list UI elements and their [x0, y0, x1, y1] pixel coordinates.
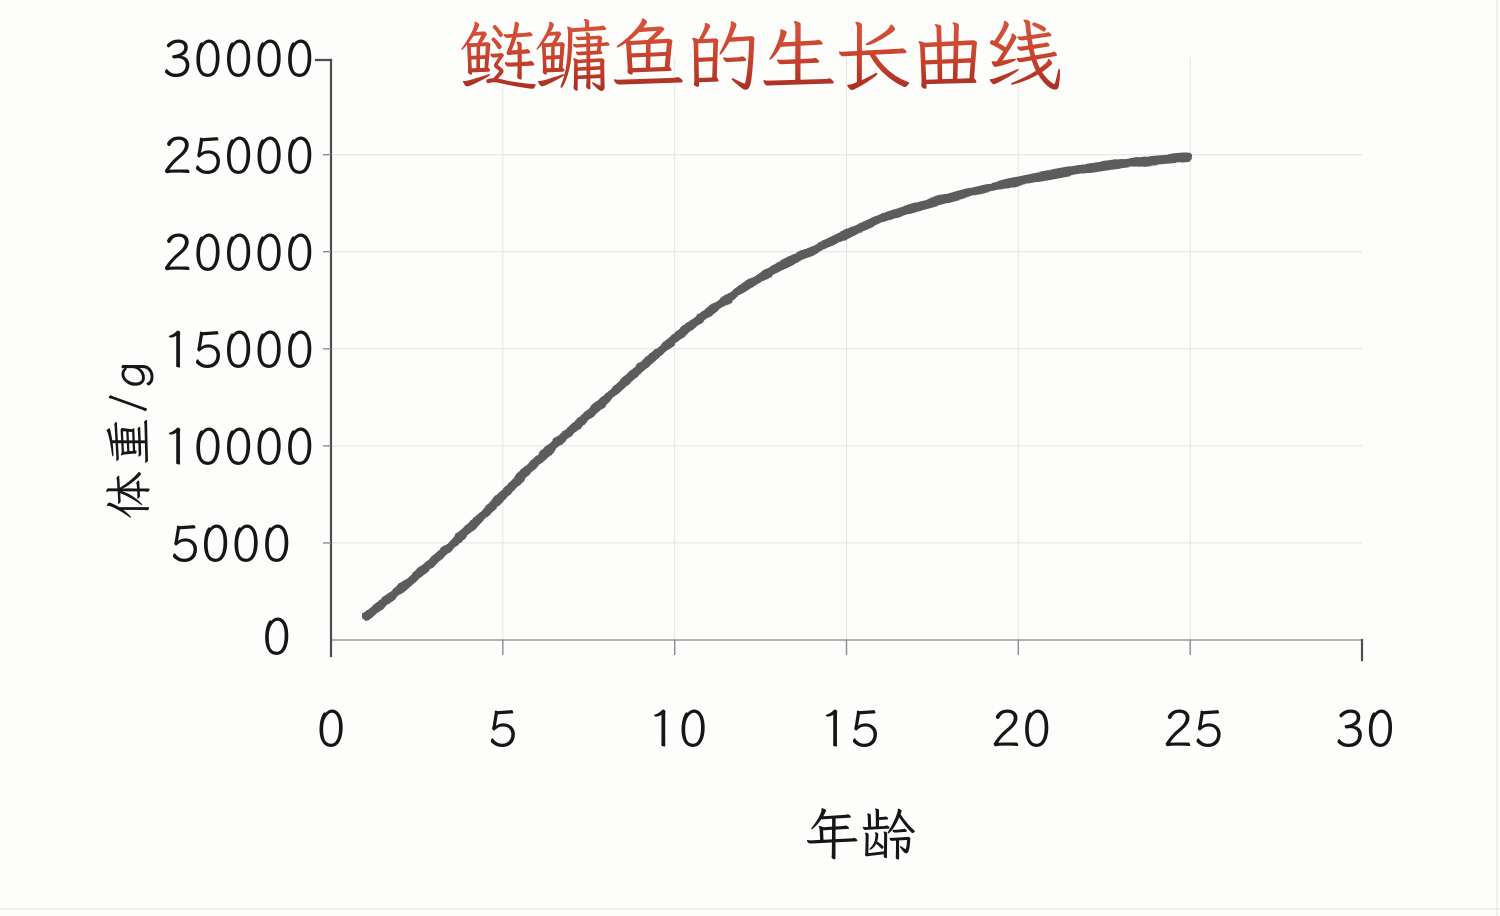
svg-text:鲢鳙鱼的生长曲线: 鲢鳙鱼的生长曲线	[459, 4, 1061, 106]
